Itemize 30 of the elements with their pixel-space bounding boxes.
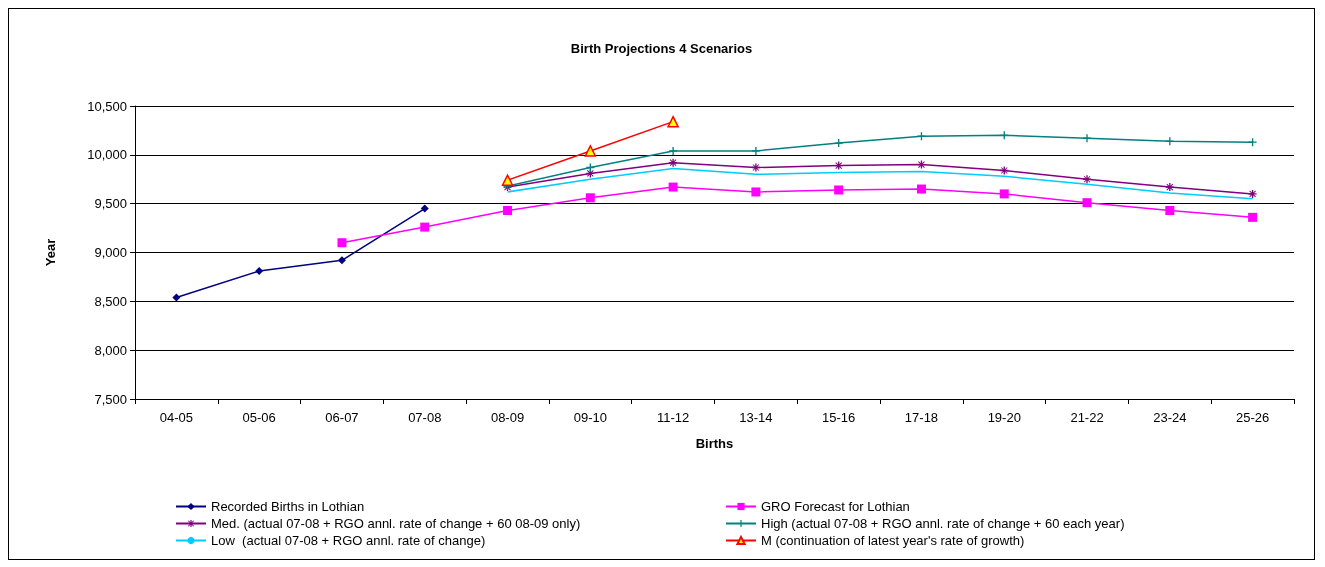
- y-axis-title: Year: [43, 238, 58, 267]
- x-tick-label: 23-24: [1153, 410, 1187, 425]
- y-tick-label: 8,000: [94, 342, 127, 358]
- x-tick-label: 17-18: [904, 410, 939, 425]
- legend-label: M (continuation of latest year's rate of growth): [761, 533, 1025, 548]
- legend-label: High (actual 07-08 + RGO annl. rate of change + 60 each year): [761, 516, 1125, 531]
- x-tick-label: 19-20: [987, 410, 1021, 425]
- y-tick-label: 9,500: [94, 196, 127, 212]
- x-tick-label: 15-16: [822, 410, 856, 425]
- x-tick-label: 08-09: [490, 410, 525, 425]
- x-tick-label: 25-26: [1235, 410, 1270, 425]
- legend-label: Low (actual 07-08 + RGO annl. rate of change): [211, 533, 486, 548]
- x-tick-label: 07-08: [408, 410, 442, 425]
- x-tick-label: 21-22: [1070, 410, 1104, 425]
- x-tick-label: 04-05: [159, 410, 194, 425]
- legend-label: Med. (actual 07-08 + RGO annl. rate of change + 60 08-09 only): [211, 516, 581, 531]
- y-tick-label: 10,500: [87, 98, 127, 114]
- x-tick-label: 06-07: [325, 410, 359, 425]
- x-tick-label: 13-14: [739, 410, 773, 425]
- y-tick-label: 7,500: [94, 391, 127, 407]
- x-tick-label: 05-06: [242, 410, 276, 425]
- x-axis-title: Births: [695, 436, 734, 451]
- x-tick-label: 11-12: [656, 410, 690, 425]
- x-tick-label: 09-10: [573, 410, 607, 425]
- legend-label: Recorded Births in Lothian: [211, 499, 365, 514]
- legend-label: GRO Forecast for Lothian: [761, 499, 910, 514]
- y-tick-label: 9,000: [94, 245, 127, 260]
- y-tick-label: 10,000: [87, 147, 127, 163]
- y-tick-label: 8,500: [94, 293, 127, 309]
- chart-title: Birth Projections 4 Scenarios: [570, 41, 753, 56]
